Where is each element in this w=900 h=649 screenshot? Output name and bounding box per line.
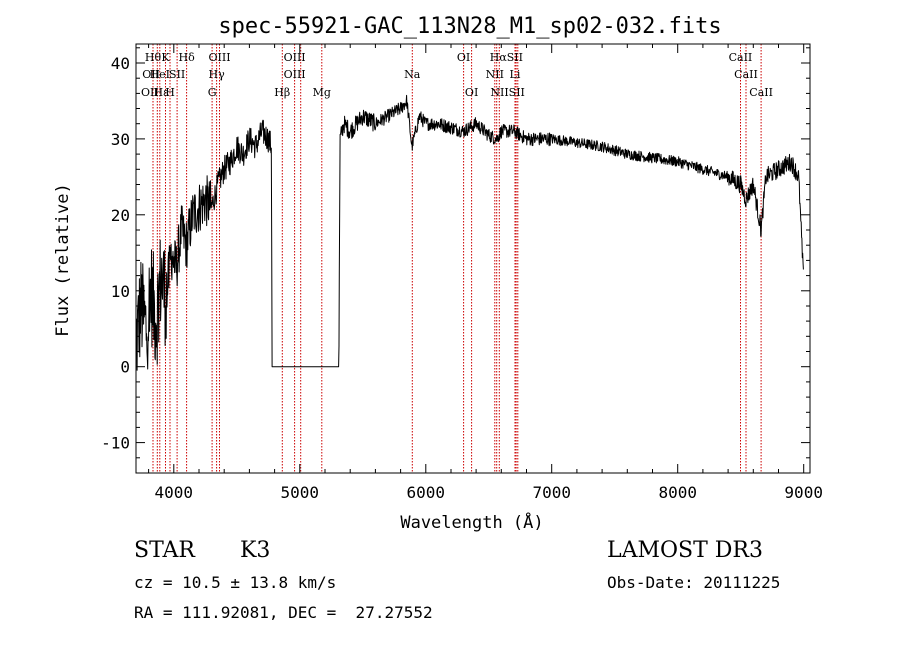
redshift-text: cz = 10.5 ± 13.8 km/s — [134, 573, 337, 592]
x-tick-label: 4000 — [155, 483, 194, 502]
line-label: OII — [141, 86, 159, 99]
chart-title: spec-55921-GAC_113N28_M1_sp02-032.fits — [218, 14, 721, 39]
line-label: G — [208, 86, 217, 99]
y-axis: -10 0 10 20 30 40 — [101, 47, 810, 459]
line-label: OIII — [284, 51, 306, 64]
line-label: SII — [169, 68, 185, 81]
line-label: Hθ — [145, 51, 162, 64]
coordinates-text: RA = 111.92081, DEC = 27.27552 — [134, 603, 433, 622]
line-label: Mg — [313, 86, 331, 99]
line-label: OII — [142, 68, 160, 81]
obs-date-text: Obs-Date: 20111225 — [607, 573, 781, 592]
x-tick-label: 8000 — [658, 483, 697, 502]
line-label: OIII — [284, 68, 306, 81]
x-tick-label: 5000 — [281, 483, 320, 502]
y-tick-label: 30 — [111, 130, 130, 149]
line-label: Na — [404, 68, 421, 81]
x-axis: 4000 5000 6000 7000 8000 9000 — [148, 44, 823, 502]
plot-frame — [135, 43, 811, 474]
x-tick-label: 9000 — [784, 483, 823, 502]
line-label: K — [161, 51, 170, 64]
line-label: OI — [457, 51, 470, 64]
line-label: Hβ — [274, 86, 290, 99]
line-label: H — [165, 86, 175, 99]
x-tick-label: 6000 — [406, 483, 445, 502]
survey-label: LAMOST DR3 — [607, 538, 763, 563]
y-tick-label: 40 — [111, 54, 130, 73]
line-label: OI — [465, 86, 478, 99]
y-tick-label: 20 — [111, 206, 130, 225]
line-label: NIISII — [490, 86, 525, 99]
class-label: STAR — [134, 538, 195, 563]
y-tick-label: -10 — [101, 434, 130, 453]
line-label: OIII — [208, 51, 230, 64]
series-layer — [135, 94, 804, 371]
y-axis-label: Flux (relative) — [53, 183, 73, 337]
x-axis-label: Wavelength (Å) — [400, 511, 543, 533]
line-label: HeI — [150, 68, 170, 81]
y-tick-label: 10 — [111, 282, 130, 301]
line-label: CaII — [729, 51, 753, 64]
spectral-line-markers — [152, 44, 762, 473]
flux-series-line — [135, 94, 804, 371]
line-label: NII — [486, 68, 504, 81]
x-tick-label: 7000 — [532, 483, 571, 502]
line-label: Hγ — [209, 68, 226, 81]
line-label: Hδ — [179, 51, 196, 64]
line-label: CaII — [734, 68, 758, 81]
line-label: HαSII — [490, 51, 523, 64]
subclass-label: K3 — [240, 538, 271, 563]
line-label: Li — [510, 68, 521, 81]
line-label: CaII — [749, 86, 773, 99]
line-label: Hε — [154, 86, 170, 99]
y-tick-label: 0 — [120, 358, 130, 377]
